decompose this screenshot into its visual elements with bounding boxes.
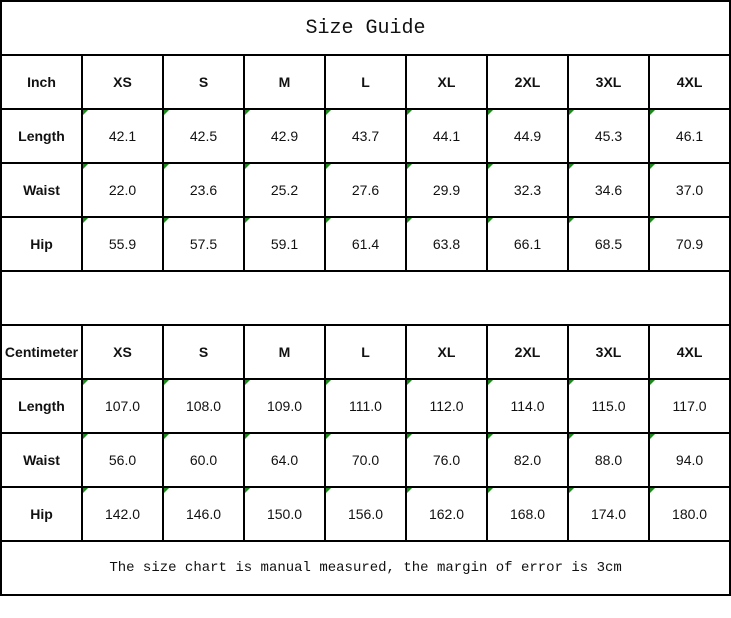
measurement-cell: 168.0 [486, 486, 569, 542]
table-row: Hip 55.9 57.5 59.1 61.4 63.8 66.1 68.5 70.9 [0, 216, 731, 272]
size-note: The size chart is manual measured, the m… [0, 540, 731, 596]
measurement-cell: 88.0 [567, 432, 650, 488]
measurement-cell: 37.0 [647, 162, 731, 218]
measurement-cell: 55.9 [81, 216, 164, 272]
measurement-cell: 25.2 [243, 162, 326, 218]
measurement-cell: 82.0 [486, 432, 569, 488]
size-header: 2XL [486, 54, 569, 110]
row-label: Length [0, 108, 83, 164]
measurement-cell: 44.9 [486, 108, 569, 164]
measurement-cell: 146.0 [162, 486, 245, 542]
table-row: Hip 142.0 146.0 150.0 156.0 162.0 168.0 174.0 18… [0, 486, 731, 542]
measurement-cell: 107.0 [81, 378, 164, 434]
measurement-cell: 115.0 [567, 378, 650, 434]
measurement-cell: 111.0 [324, 378, 407, 434]
row-label: Waist [0, 432, 83, 488]
centimeter-header-row: Centimeter XS S M L XL 2XL 3XL 4XL [0, 324, 731, 380]
measurement-cell: 142.0 [81, 486, 164, 542]
measurement-cell: 66.1 [486, 216, 569, 272]
size-header: 2XL [486, 324, 569, 380]
row-label: Length [0, 378, 83, 434]
measurement-cell: 76.0 [405, 432, 488, 488]
measurement-cell: 63.8 [405, 216, 488, 272]
measurement-cell: 68.5 [567, 216, 650, 272]
measurement-cell: 32.3 [486, 162, 569, 218]
size-header: S [162, 324, 245, 380]
table-title: Size Guide [0, 0, 731, 56]
measurement-cell: 59.1 [243, 216, 326, 272]
measurement-cell: 29.9 [405, 162, 488, 218]
size-guide-table: Size Guide Inch XS S M L XL 2XL 3XL 4XL Length 42.… [0, 0, 731, 596]
measurement-cell: 42.5 [162, 108, 245, 164]
inch-header-row: Inch XS S M L XL 2XL 3XL 4XL [0, 54, 731, 110]
size-header: XS [81, 324, 164, 380]
measurement-cell: 64.0 [243, 432, 326, 488]
measurement-cell: 42.9 [243, 108, 326, 164]
unit-label: Centimeter [0, 324, 83, 380]
size-header: L [324, 324, 407, 380]
size-header: 3XL [567, 54, 650, 110]
measurement-cell: 23.6 [162, 162, 245, 218]
table-row: Length 107.0 108.0 109.0 111.0 112.0 114.0 115.… [0, 378, 731, 434]
size-header: XL [405, 54, 488, 110]
measurement-cell: 56.0 [81, 432, 164, 488]
measurement-cell: 94.0 [647, 432, 731, 488]
size-header: M [243, 324, 326, 380]
size-header: L [324, 54, 407, 110]
table-row: Waist 56.0 60.0 64.0 70.0 76.0 82.0 88.0 94.0 [0, 432, 731, 488]
measurement-cell: 27.6 [324, 162, 407, 218]
measurement-cell: 43.7 [324, 108, 407, 164]
table-row: Waist 22.0 23.6 25.2 27.6 29.9 32.3 34.6 37.0 [0, 162, 731, 218]
size-header: XL [405, 324, 488, 380]
measurement-cell: 61.4 [324, 216, 407, 272]
measurement-cell: 46.1 [647, 108, 731, 164]
row-label: Hip [0, 216, 83, 272]
measurement-cell: 109.0 [243, 378, 326, 434]
size-header: 4XL [647, 54, 731, 110]
measurement-cell: 70.9 [647, 216, 731, 272]
size-header: 4XL [647, 324, 731, 380]
measurement-cell: 44.1 [405, 108, 488, 164]
measurement-cell: 180.0 [647, 486, 731, 542]
spacer-cell [0, 270, 731, 326]
size-header: 3XL [567, 324, 650, 380]
spacer-row [0, 270, 731, 326]
measurement-cell: 57.5 [162, 216, 245, 272]
size-header: M [243, 54, 326, 110]
measurement-cell: 117.0 [647, 378, 731, 434]
unit-label: Inch [0, 54, 83, 110]
row-label: Hip [0, 486, 83, 542]
measurement-cell: 112.0 [405, 378, 488, 434]
table-row: Length 42.1 42.5 42.9 43.7 44.1 44.9 45.3 46.1 [0, 108, 731, 164]
note-row: The size chart is manual measured, the m… [0, 540, 731, 596]
measurement-cell: 114.0 [486, 378, 569, 434]
measurement-cell: 108.0 [162, 378, 245, 434]
measurement-cell: 42.1 [81, 108, 164, 164]
size-header: S [162, 54, 245, 110]
measurement-cell: 22.0 [81, 162, 164, 218]
measurement-cell: 70.0 [324, 432, 407, 488]
title-row: Size Guide [0, 0, 731, 56]
measurement-cell: 150.0 [243, 486, 326, 542]
measurement-cell: 156.0 [324, 486, 407, 542]
measurement-cell: 34.6 [567, 162, 650, 218]
size-header: XS [81, 54, 164, 110]
measurement-cell: 45.3 [567, 108, 650, 164]
measurement-cell: 60.0 [162, 432, 245, 488]
measurement-cell: 174.0 [567, 486, 650, 542]
row-label: Waist [0, 162, 83, 218]
measurement-cell: 162.0 [405, 486, 488, 542]
